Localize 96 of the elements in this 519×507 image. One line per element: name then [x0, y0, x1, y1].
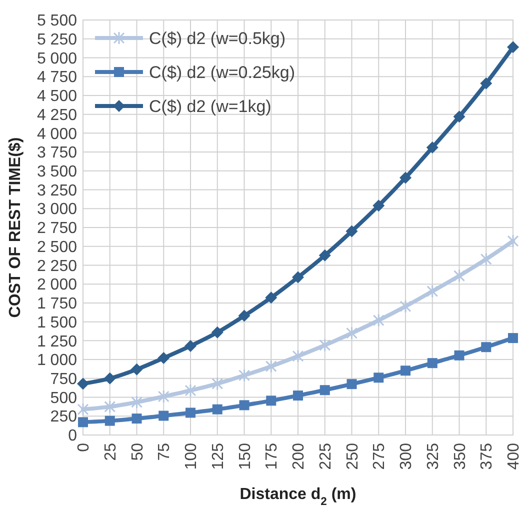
point	[318, 249, 331, 262]
point	[184, 340, 196, 352]
point	[507, 234, 519, 248]
point	[320, 385, 330, 396]
y-tick-label: 3 250	[36, 182, 78, 200]
y-tick-label: 0	[68, 428, 78, 445]
point	[265, 292, 278, 304]
point	[158, 410, 169, 421]
point	[426, 284, 438, 298]
legend-label: C($) d2 (w=0.5kg)	[149, 28, 286, 48]
point	[238, 368, 250, 382]
point	[346, 326, 358, 340]
point	[211, 326, 224, 338]
y-tick-label: 2 250	[36, 258, 78, 275]
x-tick-label: 400	[506, 442, 519, 470]
x-tick-label: 250	[344, 442, 362, 470]
point	[186, 408, 196, 418]
x-tick-label: 350	[452, 442, 469, 470]
point	[131, 395, 142, 409]
y-tick-label: 750	[50, 371, 78, 388]
point	[292, 349, 304, 363]
y-tick-label: 2 000	[36, 276, 78, 294]
y-tick-label: 5 000	[36, 50, 78, 68]
legend-label: C($) d2 (w=0.25kg)	[149, 62, 295, 82]
point	[212, 376, 224, 390]
point	[184, 384, 196, 398]
point	[481, 342, 492, 352]
point	[77, 402, 89, 416]
point	[346, 379, 357, 390]
point	[454, 350, 464, 360]
x-tick-label: 275	[371, 442, 388, 470]
point	[158, 390, 170, 404]
y-tick-label: 5 500	[36, 12, 78, 30]
x-tick-label: 125	[210, 442, 227, 470]
point	[400, 366, 410, 376]
x-tick-label: 50	[129, 442, 146, 461]
point	[293, 390, 303, 401]
y-tick-label: 1 000	[36, 352, 78, 370]
point	[374, 372, 384, 383]
y-tick-label: 2 500	[36, 238, 78, 256]
point	[372, 200, 385, 212]
point	[508, 333, 518, 344]
point	[480, 77, 492, 90]
legend-label: C($) d2 (w=1kg)	[149, 96, 272, 116]
y-tick-label: 4 250	[36, 106, 78, 124]
point	[104, 372, 116, 384]
point	[319, 338, 331, 352]
y-tick-label: 1 500	[36, 314, 78, 332]
x-tick-label: 300	[398, 442, 416, 470]
y-tick-label: 4 750	[36, 69, 78, 86]
point	[427, 358, 438, 368]
y-tick-label: 4 000	[36, 126, 78, 143]
y-tick-label: 3 750	[36, 144, 78, 162]
point	[292, 271, 304, 284]
point	[78, 417, 88, 428]
y-axis-title: COST OF REST TIME($)	[7, 137, 24, 318]
y-tick-label: 3 500	[36, 164, 78, 181]
x-tick-label: 375	[478, 442, 496, 470]
point	[372, 314, 384, 328]
point	[132, 414, 142, 424]
point	[238, 310, 250, 322]
point	[104, 416, 115, 426]
point	[77, 378, 89, 390]
x-tick-label: 25	[102, 442, 120, 461]
x-tick-label: 150	[236, 442, 254, 470]
x-axis-title: Distance d$_{2}$ (m)	[240, 486, 356, 507]
point	[130, 363, 143, 376]
point	[400, 300, 412, 314]
point	[454, 269, 465, 283]
point	[480, 252, 492, 266]
x-tick-label: 100	[183, 442, 200, 470]
y-tick-label: 5 250	[36, 31, 78, 48]
x-tick-label: 325	[424, 442, 442, 470]
point	[239, 400, 250, 410]
point	[158, 352, 170, 364]
point	[265, 360, 277, 374]
y-tick-label: 2 750	[36, 220, 78, 238]
x-tick-label: 175	[264, 442, 281, 470]
point	[346, 225, 358, 238]
x-tick-label: 75	[156, 442, 174, 461]
y-tick-label: 250	[50, 408, 78, 426]
point	[426, 142, 438, 154]
x-tick-label: 0	[76, 442, 93, 452]
point	[104, 400, 116, 414]
point	[453, 110, 466, 123]
y-tick-label: 4 500	[36, 88, 78, 106]
x-tick-label: 225	[317, 442, 334, 470]
y-tick-label: 1 250	[36, 333, 78, 350]
point	[507, 41, 519, 54]
point	[212, 404, 222, 414]
point	[400, 172, 412, 184]
x-tick-label: 200	[290, 442, 308, 470]
y-tick-label: 500	[50, 390, 78, 407]
point	[266, 396, 276, 406]
y-tick-label: 1 750	[36, 296, 78, 313]
y-tick-label: 3 000	[36, 201, 78, 218]
